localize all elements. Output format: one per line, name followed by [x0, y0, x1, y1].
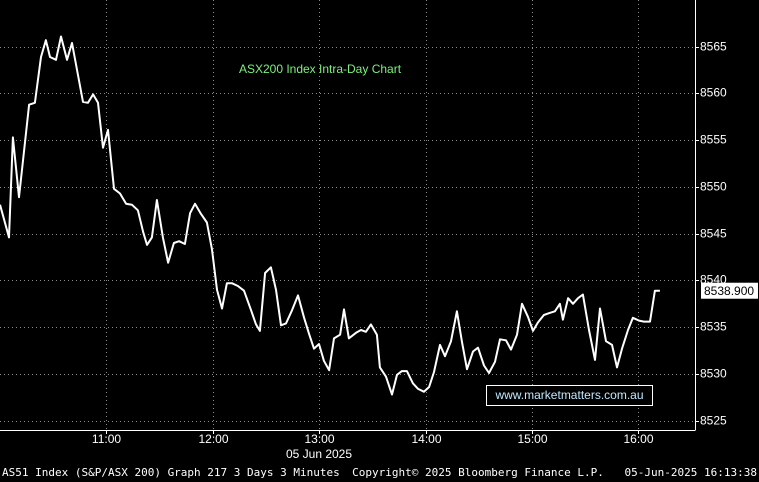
x-tick-label: 11:00	[92, 432, 121, 446]
x-axis-label: 05 Jun 2025	[286, 447, 352, 461]
footer-right: 05-Jun-2025 16:13:38	[625, 466, 757, 479]
y-tick-label: 8530	[700, 367, 727, 381]
footer-left: AS51 Index (S&P/ASX 200) Graph 217 3 Day…	[2, 466, 340, 479]
chart-title: ASX200 Index Intra-Day Chart	[239, 62, 402, 76]
y-tick-label: 8525	[700, 414, 727, 428]
x-tick-label: 16:00	[623, 432, 653, 446]
watermark: www.marketmatters.com.au	[494, 388, 643, 402]
watermark-box	[486, 385, 653, 406]
x-tick-label: 14:00	[411, 432, 441, 446]
x-tick-label: 13:00	[304, 432, 334, 446]
y-tick-label: 8565	[700, 40, 727, 54]
last-value-label: 8538.900	[704, 284, 754, 298]
x-tick-label: 15:00	[517, 432, 547, 446]
y-tick-label: 8535	[700, 320, 727, 334]
y-tick-label: 8545	[700, 227, 727, 241]
price-line	[0, 35, 660, 396]
y-tick-label: 8550	[700, 180, 727, 194]
x-tick-label: 12:00	[198, 432, 228, 446]
y-tick-label: 8555	[700, 133, 727, 147]
last-value-box	[701, 282, 758, 299]
footer-center: Copyright© 2025 Bloomberg Finance L.P.	[352, 466, 604, 479]
y-tick-label: 8560	[700, 86, 727, 100]
